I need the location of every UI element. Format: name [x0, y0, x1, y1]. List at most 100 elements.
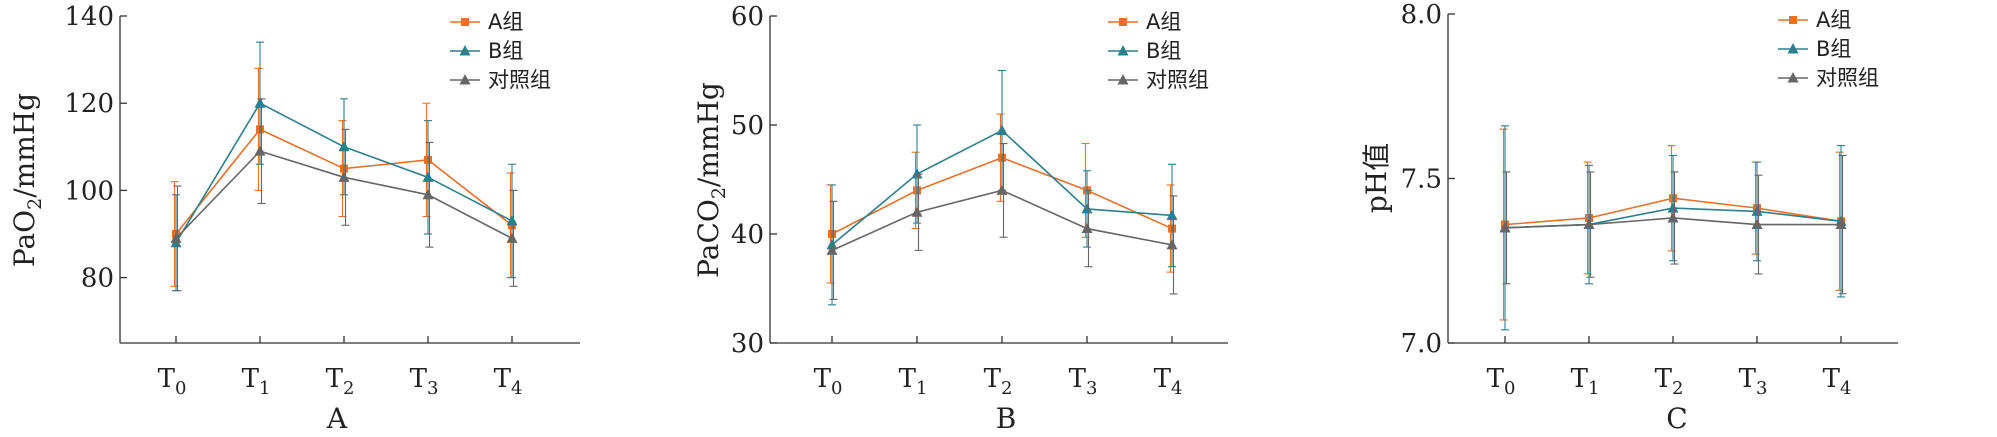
- x-tick-label-main: T: [1655, 364, 1673, 394]
- y-axis-title: pH值: [1360, 143, 1393, 213]
- series-0: [826, 113, 1176, 284]
- legend-label: A组: [1816, 8, 1851, 32]
- x-tick-label: T0: [158, 364, 187, 399]
- x-tick-label: T2: [1655, 364, 1684, 399]
- x-tick-label: T1: [242, 364, 271, 399]
- data-point: [1751, 218, 1763, 230]
- x-tick-label-main: T: [1154, 364, 1172, 394]
- x-tick-label: T4: [1154, 364, 1183, 399]
- data-point: [170, 232, 182, 243]
- y-axis-title-main: PaO: [8, 210, 41, 267]
- panel-label: C: [1666, 402, 1687, 435]
- legend-marker: [461, 18, 469, 26]
- x-tick-label-main: T: [242, 364, 260, 394]
- x-tick-label-main: T: [410, 364, 428, 394]
- legend-marker: [1787, 72, 1799, 83]
- x-tick-label-sub: 3: [1086, 378, 1097, 399]
- legend-label: B组: [488, 39, 523, 63]
- x-tick-label: T1: [1571, 364, 1600, 399]
- x-tick-label-sub: 3: [1756, 378, 1767, 399]
- legend-label: B组: [1146, 39, 1181, 63]
- legend-marker: [1787, 43, 1799, 54]
- y-tick-label: 8.0: [1401, 0, 1442, 30]
- y-tick-label: 7.0: [1401, 329, 1442, 359]
- x-tick-label-sub: 1: [916, 378, 927, 399]
- y-axis-title-main: PaCO: [692, 199, 725, 278]
- x-tick-label: T4: [494, 364, 523, 399]
- data-point: [1166, 238, 1178, 250]
- legend-marker: [1117, 74, 1129, 85]
- y-tick-label: 120: [64, 89, 114, 119]
- data-point: [1667, 202, 1679, 213]
- legend-label: 对照组: [1816, 66, 1879, 90]
- series-2: [170, 98, 518, 292]
- x-tick-label-main: T: [1571, 364, 1589, 394]
- data-point: [338, 140, 350, 152]
- data-point: [1499, 221, 1511, 233]
- data-point: [826, 244, 838, 255]
- y-tick-label: 100: [64, 176, 114, 206]
- x-tick-label-sub: 4: [1840, 378, 1851, 399]
- x-tick-label-main: T: [984, 364, 1002, 394]
- legend-marker: [1119, 18, 1127, 26]
- x-tick-label-main: T: [1739, 364, 1757, 394]
- data-point: [1081, 202, 1093, 214]
- series-1: [826, 69, 1178, 306]
- data-point: [1081, 222, 1093, 234]
- data-point: [254, 97, 266, 108]
- x-tick-label-main: T: [494, 364, 512, 394]
- legend-marker: [459, 45, 471, 56]
- x-tick-label-sub: 0: [1504, 378, 1515, 399]
- legend-label: 对照组: [488, 68, 551, 92]
- y-tick-label: 140: [64, 2, 114, 32]
- x-tick-label-sub: 0: [175, 378, 186, 399]
- x-tick-label-sub: 1: [1588, 378, 1599, 399]
- data-point: [1667, 211, 1679, 223]
- legend-label: A组: [1146, 10, 1181, 34]
- data-point: [506, 232, 518, 243]
- legend-label: 对照组: [1146, 68, 1209, 92]
- legend-label: A组: [488, 10, 523, 34]
- data-point: [996, 184, 1008, 195]
- series-2: [1499, 154, 1847, 295]
- legend-marker: [1117, 45, 1129, 56]
- legend-marker: [1789, 16, 1797, 24]
- data-point: [1583, 218, 1595, 230]
- x-tick-label-main: T: [899, 364, 917, 394]
- x-tick-label: T3: [1069, 364, 1098, 399]
- x-tick-label: T3: [410, 364, 439, 399]
- x-tick-label-main: T: [158, 364, 176, 394]
- data-point: [826, 238, 838, 250]
- x-tick-label: T2: [984, 364, 1013, 399]
- x-tick-label-sub: 1: [259, 378, 270, 399]
- series-1: [1499, 125, 1847, 331]
- data-point: [1835, 218, 1847, 230]
- y-axis-title: PaO2/mmHg: [8, 93, 46, 267]
- y-tick-label: 80: [81, 264, 114, 294]
- y-tick-label: 30: [731, 329, 764, 359]
- x-tick-label-main: T: [326, 364, 344, 394]
- x-tick-label-sub: 4: [1171, 378, 1182, 399]
- x-tick-label-sub: 4: [511, 378, 522, 399]
- x-tick-label: T3: [1739, 364, 1768, 399]
- data-point: [422, 171, 434, 182]
- y-axis-title-sub: 2: [24, 198, 46, 210]
- y-axis-title-unit: /mmHg: [8, 93, 41, 198]
- series-2: [826, 142, 1178, 300]
- y-tick-label: 7.5: [1401, 165, 1442, 195]
- x-tick-label-sub: 2: [343, 378, 354, 399]
- x-tick-label-main: T: [1069, 364, 1087, 394]
- panel-label: A: [326, 402, 348, 435]
- y-axis-title-unit: /mmHg: [692, 82, 725, 187]
- panel-label: B: [996, 402, 1017, 435]
- legend-label: B组: [1816, 37, 1851, 61]
- x-tick-label-sub: 0: [831, 378, 842, 399]
- x-tick-label-main: T: [1487, 364, 1505, 394]
- series-line: [831, 189, 1173, 252]
- data-point: [338, 171, 350, 182]
- y-tick-label: 50: [731, 111, 764, 141]
